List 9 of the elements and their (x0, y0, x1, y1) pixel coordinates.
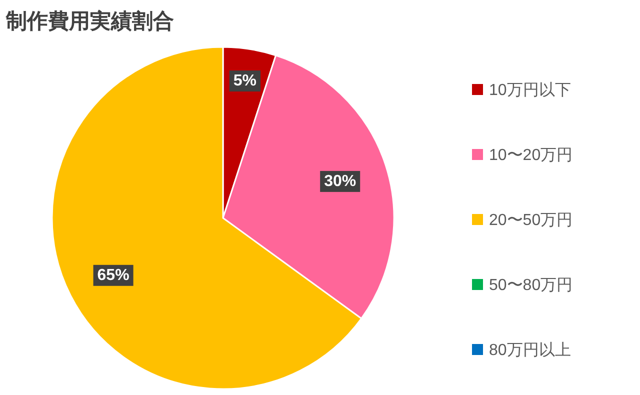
data-label: 65% (97, 266, 130, 284)
chart-title: 制作費用実績割合 (5, 9, 174, 33)
legend-label: 10〜20万円 (489, 147, 573, 164)
legend-label: 10万円以下 (489, 81, 571, 99)
data-label: 5% (233, 72, 256, 90)
legend-label: 20〜50万円 (489, 212, 573, 229)
data-label: 30% (324, 172, 356, 190)
legend-label: 80万円以上 (489, 341, 571, 359)
legend-label: 50〜80万円 (489, 277, 573, 294)
